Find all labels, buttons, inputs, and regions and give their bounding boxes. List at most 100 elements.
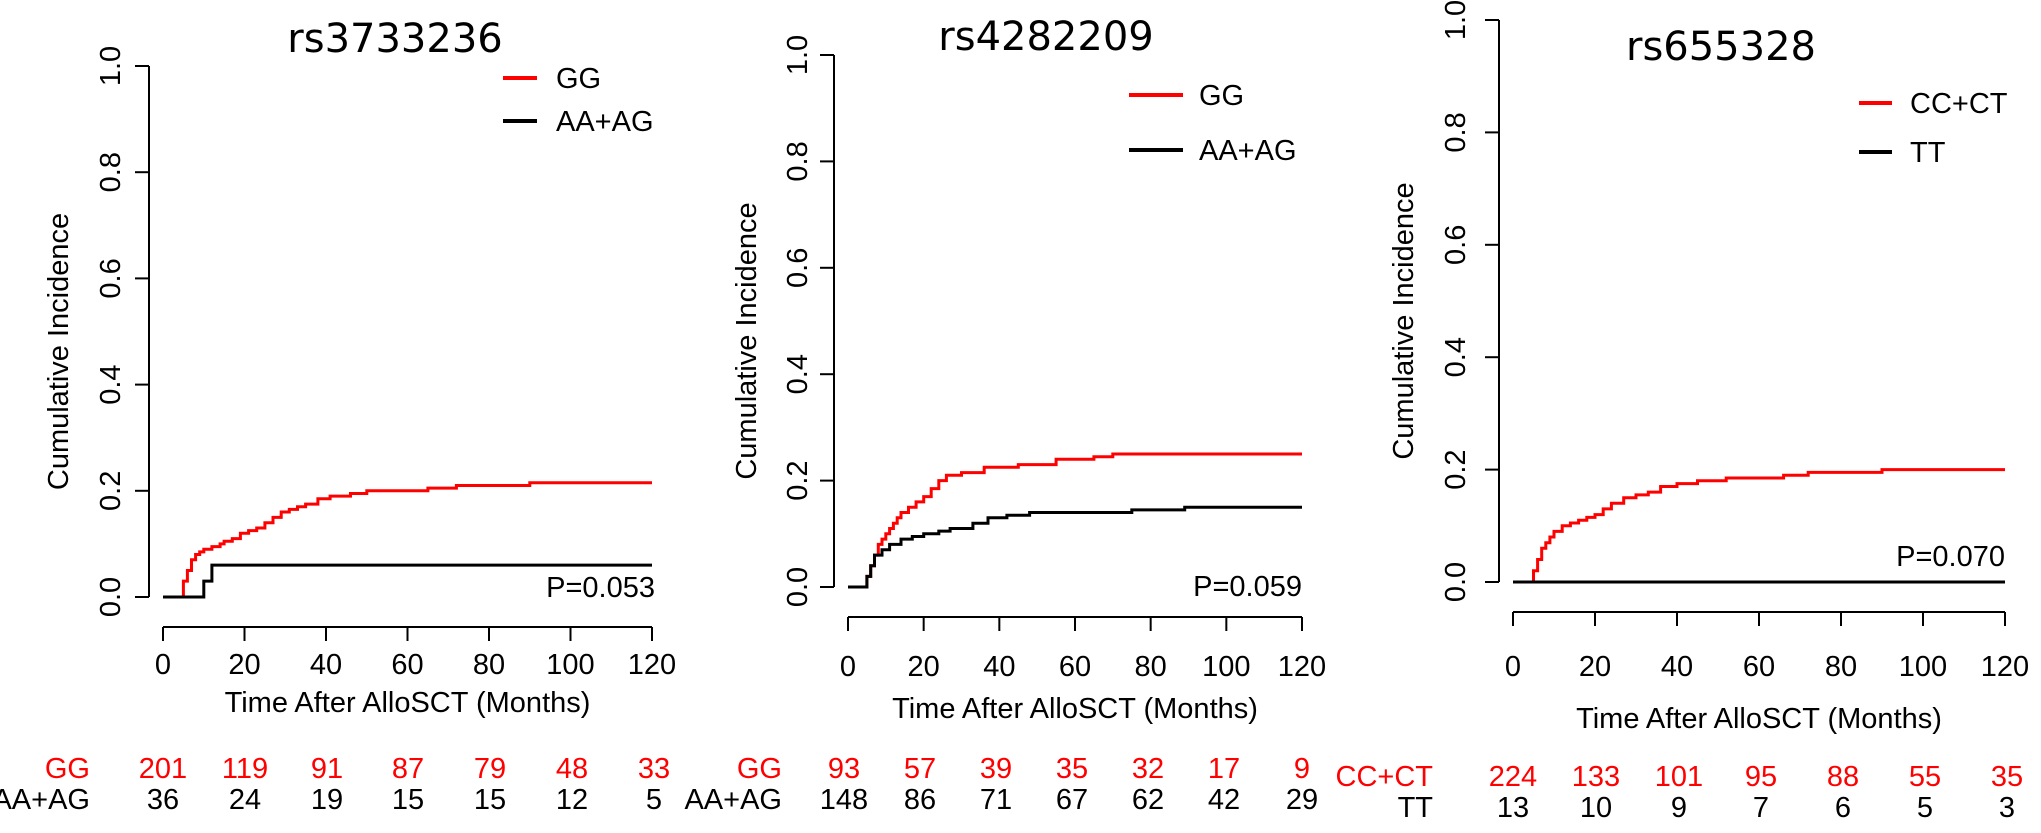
y-tick-label: 1.0 xyxy=(1440,0,1472,40)
risk-count: 55 xyxy=(1909,761,1941,793)
x-tick-label: 40 xyxy=(1661,651,1693,683)
series-line-gg xyxy=(848,452,1302,589)
x-tick-label: 80 xyxy=(473,649,505,681)
risk-count: 39 xyxy=(980,753,1012,785)
risk-count: 13 xyxy=(1497,792,1529,824)
y-tick-label: 0.4 xyxy=(1440,337,1472,377)
legend-label: TT xyxy=(1910,137,1946,169)
series-line-cc-ct xyxy=(1513,468,2005,584)
y-tick-label: 0.2 xyxy=(782,460,814,500)
y-tick-label: 0.4 xyxy=(782,354,814,394)
y-axis-label: Cumulative Incidence xyxy=(43,213,75,490)
risk-count: 67 xyxy=(1056,784,1088,816)
y-axis-label: Cumulative Incidence xyxy=(731,202,763,479)
km-panel-2: rs4282209 0.0 0.2 0.4 0.6 0.8 1.0 Cumulative In… xyxy=(684,14,1326,816)
risk-count: 12 xyxy=(556,784,588,816)
y-tick-label: 0.2 xyxy=(1440,449,1472,489)
x-tick-label: 120 xyxy=(1278,651,1326,683)
series-line-gg xyxy=(163,481,652,599)
risk-row-label: AA+AG xyxy=(684,784,782,816)
risk-count: 224 xyxy=(1489,761,1537,793)
legend-label: AA+AG xyxy=(1199,135,1297,167)
risk-count: 35 xyxy=(1991,761,2023,793)
legend-label: AA+AG xyxy=(556,106,654,138)
risk-count: 36 xyxy=(147,784,179,816)
y-tick-label: 0.0 xyxy=(1440,562,1472,602)
chart-title: rs3733236 xyxy=(287,16,502,62)
x-tick-label: 0 xyxy=(840,651,856,683)
y-axis-label: Cumulative Incidence xyxy=(1388,182,1420,459)
risk-count: 148 xyxy=(820,784,868,816)
x-axis-label: Time After AlloSCT (Months) xyxy=(892,693,1258,725)
risk-count: 95 xyxy=(1745,761,1777,793)
risk-count: 33 xyxy=(638,753,670,785)
risk-count: 15 xyxy=(392,784,424,816)
risk-count: 88 xyxy=(1827,761,1859,793)
x-tick-label: 100 xyxy=(1202,651,1250,683)
x-axis-label: Time After AlloSCT (Months) xyxy=(1576,703,1942,735)
risk-count: 133 xyxy=(1572,761,1620,793)
x-tick-label: 80 xyxy=(1135,651,1167,683)
risk-count: 35 xyxy=(1056,753,1088,785)
x-tick-label: 120 xyxy=(628,649,676,681)
risk-count: 32 xyxy=(1132,753,1164,785)
risk-count: 119 xyxy=(222,753,268,785)
risk-count: 71 xyxy=(980,784,1012,816)
risk-row-label: CC+CT xyxy=(1336,761,1434,793)
risk-count: 9 xyxy=(1671,792,1687,824)
y-tick-label: 1.0 xyxy=(95,46,127,86)
risk-count: 24 xyxy=(229,784,261,816)
x-tick-label: 20 xyxy=(1579,651,1611,683)
y-tick-label: 0.8 xyxy=(95,152,127,192)
legend-label: CC+CT xyxy=(1910,88,2008,120)
y-tick-label: 0.6 xyxy=(782,248,814,288)
risk-count: 57 xyxy=(904,753,936,785)
series-line-aa-ag xyxy=(848,505,1302,589)
p-value-annotation: P=0.059 xyxy=(1193,571,1302,603)
risk-count: 6 xyxy=(1835,792,1851,824)
x-tick-label: 100 xyxy=(546,649,594,681)
x-tick-label: 100 xyxy=(1899,651,1947,683)
risk-count: 42 xyxy=(1208,784,1240,816)
p-value-annotation: P=0.070 xyxy=(1896,541,2005,573)
risk-count: 79 xyxy=(474,753,506,785)
y-tick-label: 0.8 xyxy=(782,141,814,181)
x-tick-label: 0 xyxy=(1505,651,1521,683)
risk-count: 93 xyxy=(828,753,860,785)
risk-count: 9 xyxy=(1294,753,1310,785)
x-tick-label: 60 xyxy=(1059,651,1091,683)
risk-row-label: TT xyxy=(1398,792,1434,824)
y-tick-label: 0.8 xyxy=(1440,112,1472,152)
risk-count: 48 xyxy=(556,753,588,785)
risk-count: 19 xyxy=(311,784,343,816)
chart-title: rs655328 xyxy=(1626,24,1816,70)
x-tick-label: 20 xyxy=(228,649,260,681)
risk-row-label: GG xyxy=(45,753,90,785)
risk-count: 29 xyxy=(1286,784,1318,816)
risk-row-label: GG xyxy=(737,753,782,785)
x-tick-label: 40 xyxy=(310,649,342,681)
chart-title: rs4282209 xyxy=(938,14,1153,60)
y-tick-label: 0.2 xyxy=(95,471,127,511)
risk-count: 17 xyxy=(1208,753,1240,785)
risk-count: 3 xyxy=(1999,792,2015,824)
legend-label: GG xyxy=(556,63,601,95)
x-tick-label: 60 xyxy=(1743,651,1775,683)
risk-count: 86 xyxy=(904,784,936,816)
x-tick-label: 120 xyxy=(1981,651,2029,683)
x-tick-label: 40 xyxy=(983,651,1015,683)
p-value-annotation: P=0.053 xyxy=(546,572,655,604)
x-tick-label: 0 xyxy=(155,649,171,681)
risk-count: 91 xyxy=(311,753,343,785)
risk-count: 5 xyxy=(646,784,662,816)
risk-count: 87 xyxy=(392,753,424,785)
series-line-aa-ag xyxy=(163,563,652,599)
km-panel-3: rs655328 0.0 0.2 0.4 0.6 0.8 1.0 Cumulative Inc… xyxy=(1336,0,2030,824)
y-tick-label: 1.0 xyxy=(782,35,814,75)
legend-label: GG xyxy=(1199,80,1244,112)
risk-count: 7 xyxy=(1753,792,1769,824)
risk-count: 62 xyxy=(1132,784,1164,816)
y-tick-label: 0.4 xyxy=(95,364,127,404)
